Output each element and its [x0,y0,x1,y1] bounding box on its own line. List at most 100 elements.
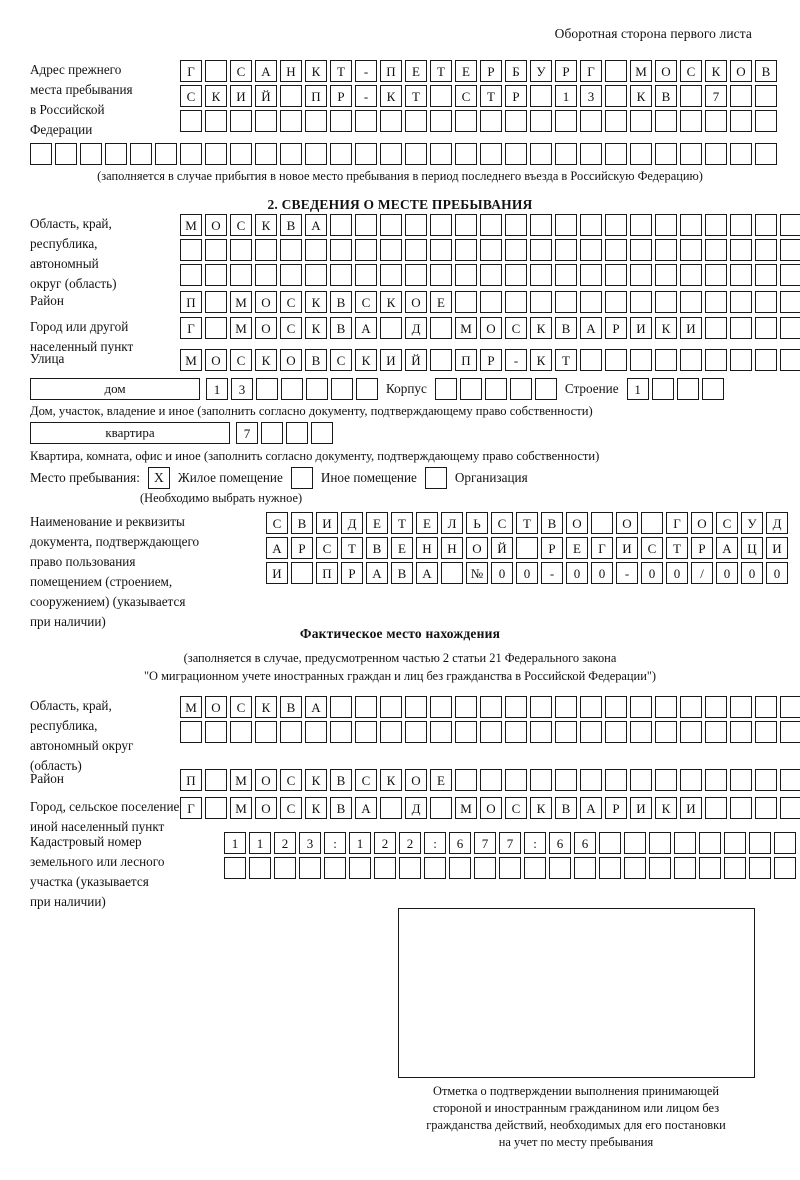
char-cell[interactable] [180,721,202,743]
char-cell[interactable]: К [205,85,227,107]
char-cell[interactable]: О [655,60,677,82]
char-cell[interactable] [430,264,452,286]
char-cell[interactable]: И [630,317,652,339]
char-cell[interactable] [305,264,327,286]
char-cell[interactable]: Н [416,537,438,559]
char-cell[interactable]: Н [280,60,302,82]
char-cell[interactable] [749,832,771,854]
char-cell[interactable]: С [230,214,252,236]
char-cell[interactable]: Т [405,85,427,107]
char-cell[interactable] [780,721,800,743]
char-cell[interactable] [355,143,377,165]
char-cell[interactable]: Р [605,317,627,339]
char-cell[interactable] [780,291,800,313]
char-cell[interactable] [649,832,671,854]
char-cell[interactable]: С [505,797,527,819]
char-cell[interactable] [655,110,677,132]
char-cell[interactable] [530,85,552,107]
char-cell[interactable]: Е [430,291,452,313]
char-cell[interactable] [524,857,546,879]
char-cell[interactable]: Й [255,85,277,107]
char-cell[interactable] [755,797,777,819]
char-cell[interactable]: С [355,769,377,791]
char-cell[interactable] [455,769,477,791]
char-cell[interactable]: П [305,85,327,107]
section2-region-cell-row[interactable] [180,239,800,261]
char-cell[interactable] [730,110,752,132]
char-cell[interactable]: А [580,317,602,339]
char-cell[interactable]: К [355,349,377,371]
char-cell[interactable] [311,422,333,444]
char-cell[interactable] [155,143,177,165]
char-cell[interactable] [780,317,800,339]
char-cell[interactable]: К [305,60,327,82]
char-cell[interactable] [430,239,452,261]
char-cell[interactable] [674,832,696,854]
char-cell[interactable]: О [480,317,502,339]
char-cell[interactable] [355,264,377,286]
char-cell[interactable]: Г [591,537,613,559]
char-cell[interactable]: С [280,769,302,791]
char-cell[interactable]: О [616,512,638,534]
char-cell[interactable] [580,239,602,261]
char-cell[interactable]: 0 [716,562,738,584]
char-cell[interactable] [599,857,621,879]
char-cell[interactable] [580,349,602,371]
char-cell[interactable] [605,291,627,313]
char-cell[interactable]: Д [341,512,363,534]
char-cell[interactable] [430,110,452,132]
char-cell[interactable] [705,317,727,339]
char-cell[interactable] [655,721,677,743]
char-cell[interactable] [699,832,721,854]
char-cell[interactable]: С [355,291,377,313]
char-cell[interactable] [705,769,727,791]
char-cell[interactable] [605,60,627,82]
char-cell[interactable]: Е [455,60,477,82]
char-cell[interactable] [555,143,577,165]
char-cell[interactable]: С [455,85,477,107]
char-cell[interactable] [330,264,352,286]
char-cell[interactable]: К [305,317,327,339]
char-cell[interactable]: 0 [491,562,513,584]
char-cell[interactable]: А [266,537,288,559]
section2-region-cell-row[interactable] [180,264,800,286]
char-cell[interactable]: М [455,317,477,339]
char-cell[interactable]: К [655,317,677,339]
char-cell[interactable]: Т [430,60,452,82]
char-cell[interactable]: Й [405,349,427,371]
char-cell[interactable]: И [766,537,788,559]
char-cell[interactable] [281,378,303,400]
char-cell[interactable] [430,696,452,718]
char-cell[interactable] [330,696,352,718]
char-cell[interactable]: С [491,512,513,534]
char-cell[interactable]: 0 [641,562,663,584]
char-cell[interactable]: И [616,537,638,559]
char-cell[interactable]: - [505,349,527,371]
char-cell[interactable] [680,264,702,286]
char-cell[interactable] [705,349,727,371]
char-cell[interactable] [355,239,377,261]
char-cell[interactable] [330,239,352,261]
char-cell[interactable] [474,857,496,879]
char-cell[interactable]: 7 [236,422,258,444]
char-cell[interactable] [730,696,752,718]
char-cell[interactable]: В [280,214,302,236]
document-cell-row[interactable]: И П Р А В А № 0 0-0 0-0 0/0 0 0 [266,562,788,584]
char-cell[interactable]: Л [441,512,463,534]
char-cell[interactable]: Г [580,60,602,82]
char-cell[interactable] [591,512,613,534]
char-cell[interactable] [555,214,577,236]
char-cell[interactable] [505,239,527,261]
char-cell[interactable] [755,696,777,718]
checkbox-zhiloe[interactable]: X [147,467,170,489]
char-cell[interactable] [380,721,402,743]
char-cell[interactable] [405,264,427,286]
char-cell[interactable]: В [391,562,413,584]
char-cell[interactable] [255,264,277,286]
char-cell[interactable] [305,110,327,132]
char-cell[interactable] [530,110,552,132]
